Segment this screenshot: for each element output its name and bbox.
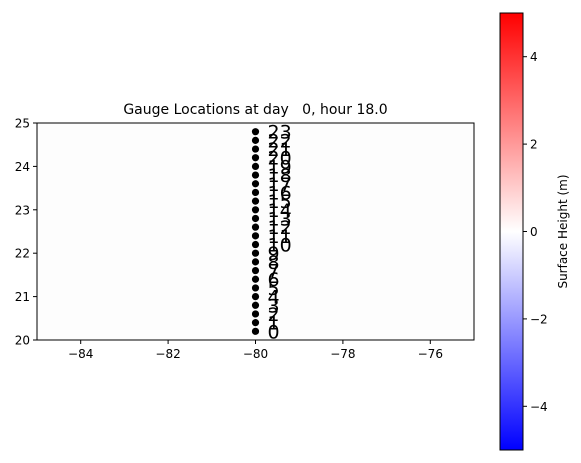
gauge-point bbox=[252, 232, 259, 239]
y-tick-label: 20 bbox=[15, 334, 30, 348]
gauge-point bbox=[252, 276, 259, 283]
x-tick-label: −78 bbox=[330, 347, 355, 361]
x-tick-label: −84 bbox=[68, 347, 93, 361]
gauge-point bbox=[252, 328, 259, 335]
colorbar-tick-label: 4 bbox=[530, 50, 538, 64]
gauge-point bbox=[252, 189, 259, 196]
colorbar-label: Surface Height (m) bbox=[556, 174, 570, 288]
gauge-point bbox=[252, 137, 259, 144]
gauge-point bbox=[252, 180, 259, 187]
gauge-point bbox=[252, 267, 259, 274]
colorbar: −4 −2 0 2 4 Surface Height (m) bbox=[500, 13, 570, 450]
colorbar-tick-label: −2 bbox=[530, 312, 548, 326]
gauge-point bbox=[252, 198, 259, 205]
gauge-point bbox=[252, 310, 259, 317]
gauge-point bbox=[252, 163, 259, 170]
gauge-point bbox=[252, 215, 259, 222]
colorbar-tick-label: −4 bbox=[530, 400, 548, 414]
gauge-point bbox=[252, 128, 259, 135]
chart-title: Gauge Locations at day 0, hour 18.0 bbox=[123, 102, 387, 118]
x-tick-label: −76 bbox=[418, 347, 443, 361]
y-axis: 20 21 22 23 24 25 bbox=[15, 117, 37, 348]
gauge-label: 23 bbox=[268, 122, 292, 144]
y-tick-label: 22 bbox=[15, 247, 30, 261]
gauge-point bbox=[252, 293, 259, 300]
gauge-point bbox=[252, 224, 259, 231]
y-tick-label: 25 bbox=[15, 117, 30, 131]
gauge-point bbox=[252, 284, 259, 291]
gauge-point bbox=[252, 154, 259, 161]
colorbar-gradient bbox=[500, 13, 523, 450]
gauge-point bbox=[252, 171, 259, 178]
y-tick-label: 21 bbox=[15, 290, 30, 304]
x-tick-label: −80 bbox=[243, 347, 268, 361]
colorbar-ticks: −4 −2 0 2 4 bbox=[523, 50, 548, 414]
colorbar-tick-label: 2 bbox=[530, 138, 538, 152]
gauge-point bbox=[252, 258, 259, 265]
colorbar-tick-label: 0 bbox=[530, 225, 538, 239]
x-tick-label: −82 bbox=[155, 347, 180, 361]
y-tick-label: 23 bbox=[15, 203, 30, 217]
gauge-point bbox=[252, 206, 259, 213]
y-tick-label: 24 bbox=[15, 160, 30, 174]
gauge-point bbox=[252, 302, 259, 309]
gauge-point bbox=[252, 319, 259, 326]
gauge-point bbox=[252, 145, 259, 152]
gauge-point bbox=[252, 250, 259, 257]
x-axis: −84 −82 −80 −78 −76 bbox=[68, 340, 443, 361]
gauge-point bbox=[252, 241, 259, 248]
